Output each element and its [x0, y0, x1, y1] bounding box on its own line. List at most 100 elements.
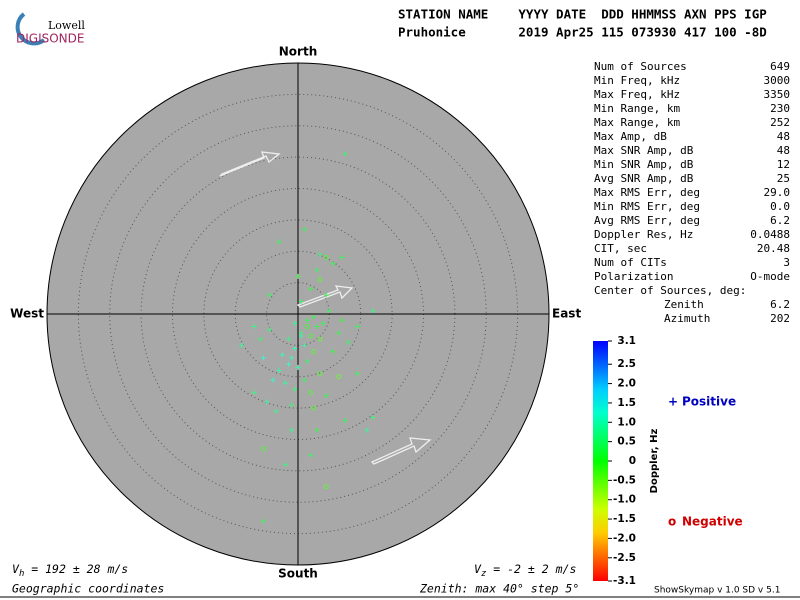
source-positive: [286, 336, 292, 342]
colorbar-tick-label: 3.1: [617, 335, 636, 347]
zenith-note: Zenith: max 40° step 5°: [419, 582, 579, 596]
source-positive: [289, 355, 295, 361]
stat-label: Num of Sources: [594, 60, 687, 73]
source-positive: [251, 324, 257, 330]
source-positive: [267, 292, 273, 298]
stat-value: 3000: [764, 74, 791, 87]
stat-value: 20.48: [757, 242, 790, 255]
source-positive: [260, 355, 266, 361]
stat-value: 6.2: [770, 214, 790, 227]
stat-label: Avg SNR Amp, dB: [594, 172, 694, 185]
stat-value: 25: [777, 172, 790, 185]
stat-value: 3350: [764, 88, 791, 101]
center-label: Azimuth: [664, 312, 710, 325]
logo-top: Lowell: [48, 19, 85, 32]
source-positive: [339, 317, 345, 323]
source-positive: [279, 352, 285, 358]
east-label: East: [552, 307, 581, 321]
source-positive: [273, 408, 279, 414]
stat-label: Max SNR Amp, dB: [594, 144, 694, 157]
source-negative: [317, 276, 323, 282]
colorbar-tick-label: 0: [629, 455, 636, 467]
source-negative: [308, 389, 314, 395]
source-positive: [239, 342, 245, 348]
vh-text: Vh = 192 ± 28 m/s: [12, 562, 128, 579]
source-negative: [304, 324, 310, 330]
stat-value: 29.0: [764, 186, 791, 199]
source-positive: [301, 342, 307, 348]
source-negative: [311, 405, 317, 411]
source-positive: [336, 330, 342, 336]
source-positive: [298, 333, 304, 339]
vz-symbol: V: [474, 562, 482, 576]
stat-value: 0.0488: [750, 228, 790, 241]
source-negative: [323, 255, 329, 261]
stat-label: CIT, sec: [594, 242, 647, 255]
stat-value: 0.0: [770, 200, 790, 213]
source-positive: [326, 308, 332, 314]
source-positive: [292, 320, 298, 326]
source-positive: [308, 452, 314, 458]
source-positive: [370, 415, 376, 421]
source-negative: [308, 333, 314, 339]
source-positive: [317, 251, 323, 257]
source-positive: [286, 361, 292, 367]
colorbar-tick-label: 1.5: [617, 397, 636, 409]
source-positive: [264, 399, 270, 405]
source-positive: [289, 402, 295, 408]
stat-value: 3: [783, 256, 790, 269]
source-positive: [345, 339, 351, 345]
source-positive: [292, 346, 298, 352]
stat-value: 12: [777, 158, 790, 171]
stat-value: 252: [770, 116, 790, 129]
colorbar-tick-label: -2.5: [613, 552, 636, 564]
stat-label: Doppler Res, Hz: [594, 228, 693, 241]
source-negative: [323, 484, 329, 490]
logo-arc: [15, 12, 46, 46]
vh-symbol: V: [12, 562, 20, 576]
source-negative: [317, 371, 323, 377]
west-label: West: [10, 307, 44, 321]
stat-value: 48: [777, 144, 790, 157]
colorbar-tick-label: 2.0: [617, 378, 636, 390]
colorbar-tick-label: 1.0: [617, 416, 636, 428]
source-positive: [301, 226, 307, 232]
source-positive: [282, 380, 288, 386]
source-positive: [311, 314, 317, 320]
stat-value: O-mode: [750, 270, 790, 283]
source-positive: [301, 377, 307, 383]
colorbar-tick-label: -1.0: [613, 494, 636, 506]
source-positive: [304, 317, 310, 323]
source-positive: [323, 393, 329, 399]
vh-sub: h: [19, 569, 24, 579]
colorbar-tick-label: -1.5: [613, 513, 636, 525]
stat-label: Max Freq, kHz: [594, 88, 680, 101]
stat-value: 230: [770, 102, 790, 115]
vz-value: = -2 ± 2 m/s: [486, 562, 576, 576]
source-positive: [339, 255, 345, 261]
source-positive: [364, 427, 370, 433]
source-positive: [330, 261, 336, 267]
coordinates: Geographic coordinates: [12, 582, 164, 596]
vz-text: Vz = -2 ± 2 m/s: [474, 562, 576, 579]
vz-sub: z: [481, 569, 486, 579]
source-positive: [330, 349, 336, 355]
legend-negative-sym: o: [668, 515, 676, 529]
colorbar-label: Doppler, Hz: [649, 429, 660, 494]
header-values: Pruhonice 2019 Apr25 115 073930 417 100 …: [398, 25, 767, 40]
source-negative: [317, 336, 323, 342]
source-positive: [295, 273, 301, 279]
source-negative: [336, 374, 342, 380]
source-positive: [304, 358, 310, 364]
colorbar: [593, 341, 608, 581]
version: ShowSkymap v 1.0 SD v 5.1: [654, 586, 780, 596]
source-positive: [355, 371, 361, 377]
source-positive: [276, 239, 282, 245]
source-positive: [251, 389, 257, 395]
source-positive: [292, 386, 298, 392]
source-positive: [308, 286, 314, 292]
source-positive: [298, 298, 304, 304]
legend-positive: Positive: [682, 395, 736, 409]
